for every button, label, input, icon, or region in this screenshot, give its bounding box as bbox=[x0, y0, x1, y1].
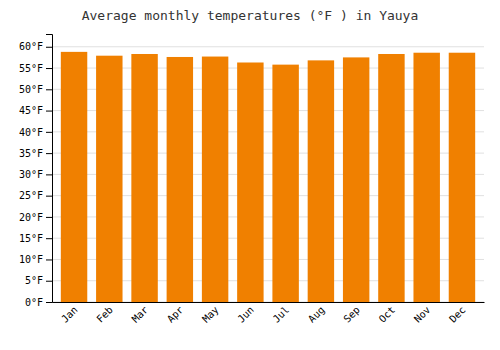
x-tick: Apr bbox=[165, 304, 186, 325]
bar bbox=[96, 56, 122, 302]
bar bbox=[131, 54, 157, 302]
y-tick: 5°F bbox=[25, 275, 52, 286]
x-tick: Oct bbox=[377, 304, 398, 325]
bar bbox=[378, 54, 404, 302]
y-tick: 55°F bbox=[19, 63, 52, 74]
x-tick-label: Jun bbox=[235, 304, 256, 325]
y-tick-label: 25°F bbox=[19, 190, 43, 201]
bar bbox=[237, 63, 263, 302]
y-tick-label: 30°F bbox=[19, 169, 43, 180]
x-axis-line bbox=[53, 302, 485, 303]
bars bbox=[61, 52, 475, 302]
x-tick-label: Sep bbox=[341, 304, 362, 325]
bar bbox=[167, 57, 193, 302]
y-axis-line bbox=[46, 35, 53, 303]
x-tick: Jun bbox=[235, 304, 256, 325]
y-tick-label: 15°F bbox=[19, 233, 43, 244]
x-tick: May bbox=[200, 304, 221, 325]
y-tick-mark bbox=[46, 68, 52, 69]
bar bbox=[449, 53, 475, 302]
y-tick-label: 45°F bbox=[19, 105, 43, 116]
bar bbox=[343, 57, 369, 302]
plot: 0°F 5°F 10°F 15°F 20°F 25°F 30°F 35°F 40°F 45°F 50… bbox=[19, 35, 485, 325]
y-tick: 45°F bbox=[19, 105, 52, 116]
y-tick-mark bbox=[46, 174, 52, 175]
y-tick: 0°F bbox=[25, 297, 52, 308]
x-tick: Aug bbox=[306, 304, 327, 325]
x-tick: Dec bbox=[447, 304, 468, 325]
y-tick-mark bbox=[46, 259, 52, 260]
y-tick-label: 35°F bbox=[19, 148, 43, 159]
y-tick: 15°F bbox=[19, 233, 52, 244]
y-tick: 35°F bbox=[19, 148, 52, 159]
y-tick: 50°F bbox=[19, 84, 52, 95]
bar bbox=[413, 53, 439, 302]
y-tick-mark bbox=[46, 153, 52, 154]
x-tick-label: Oct bbox=[377, 304, 398, 325]
x-tick-label: Aug bbox=[306, 304, 327, 325]
y-tick-label: 40°F bbox=[19, 127, 43, 138]
x-tick: Jul bbox=[271, 304, 292, 325]
y-tick-mark bbox=[46, 217, 52, 218]
bar bbox=[202, 57, 228, 302]
y-tick: 60°F bbox=[19, 41, 52, 52]
y-tick-label: 0°F bbox=[25, 297, 43, 308]
y-tick-label: 60°F bbox=[19, 41, 43, 52]
x-tick-label: Jan bbox=[59, 304, 80, 325]
grid-line bbox=[52, 46, 484, 47]
grid bbox=[52, 47, 484, 302]
y-tick-mark bbox=[46, 47, 52, 48]
x-tick-label: Nov bbox=[412, 304, 433, 325]
chart: 0°F 5°F 10°F 15°F 20°F 25°F 30°F 35°F 40°F 45°F 50… bbox=[0, 0, 500, 350]
x-tick: Feb bbox=[94, 304, 115, 325]
x-tick-label: Mar bbox=[130, 304, 151, 325]
x-tick: Mar bbox=[130, 304, 151, 325]
y-tick-label: 55°F bbox=[19, 63, 43, 74]
bar bbox=[272, 65, 298, 302]
x-tick: Jan bbox=[59, 304, 80, 325]
y-tick: 40°F bbox=[19, 127, 52, 138]
y-axis: 0°F 5°F 10°F 15°F 20°F 25°F 30°F 35°F 40°F 45°F 50… bbox=[19, 35, 53, 308]
bar bbox=[61, 52, 87, 302]
x-tick: Sep bbox=[341, 304, 362, 325]
y-tick-mark bbox=[46, 196, 52, 197]
bar bbox=[308, 60, 334, 302]
y-tick-label: 20°F bbox=[19, 212, 43, 223]
y-tick: 25°F bbox=[19, 190, 52, 201]
x-tick-label: Feb bbox=[94, 304, 115, 325]
y-tick-label: 5°F bbox=[25, 275, 43, 286]
y-tick-mark bbox=[46, 281, 52, 282]
x-tick-label: May bbox=[200, 304, 221, 325]
x-tick: Nov bbox=[412, 304, 433, 325]
x-tick-label: Apr bbox=[165, 304, 186, 325]
y-tick: 20°F bbox=[19, 212, 52, 223]
x-axis: Jan Feb Mar Apr May Jun Jul Aug Sep Oct Nov Dec bbox=[53, 303, 485, 325]
y-tick-label: 50°F bbox=[19, 84, 43, 95]
y-tick-mark bbox=[46, 302, 52, 303]
y-tick-mark bbox=[46, 89, 52, 90]
y-tick: 30°F bbox=[19, 169, 52, 180]
x-tick-label: Jul bbox=[271, 304, 292, 325]
title: Average monthly temperatures (°F ) in Ya… bbox=[82, 8, 419, 23]
x-tick-label: Dec bbox=[447, 304, 468, 325]
y-tick-label: 10°F bbox=[19, 254, 43, 265]
y-tick-mark bbox=[46, 238, 52, 239]
y-tick: 10°F bbox=[19, 254, 52, 265]
y-tick-mark bbox=[46, 111, 52, 112]
y-tick-mark bbox=[46, 132, 52, 133]
